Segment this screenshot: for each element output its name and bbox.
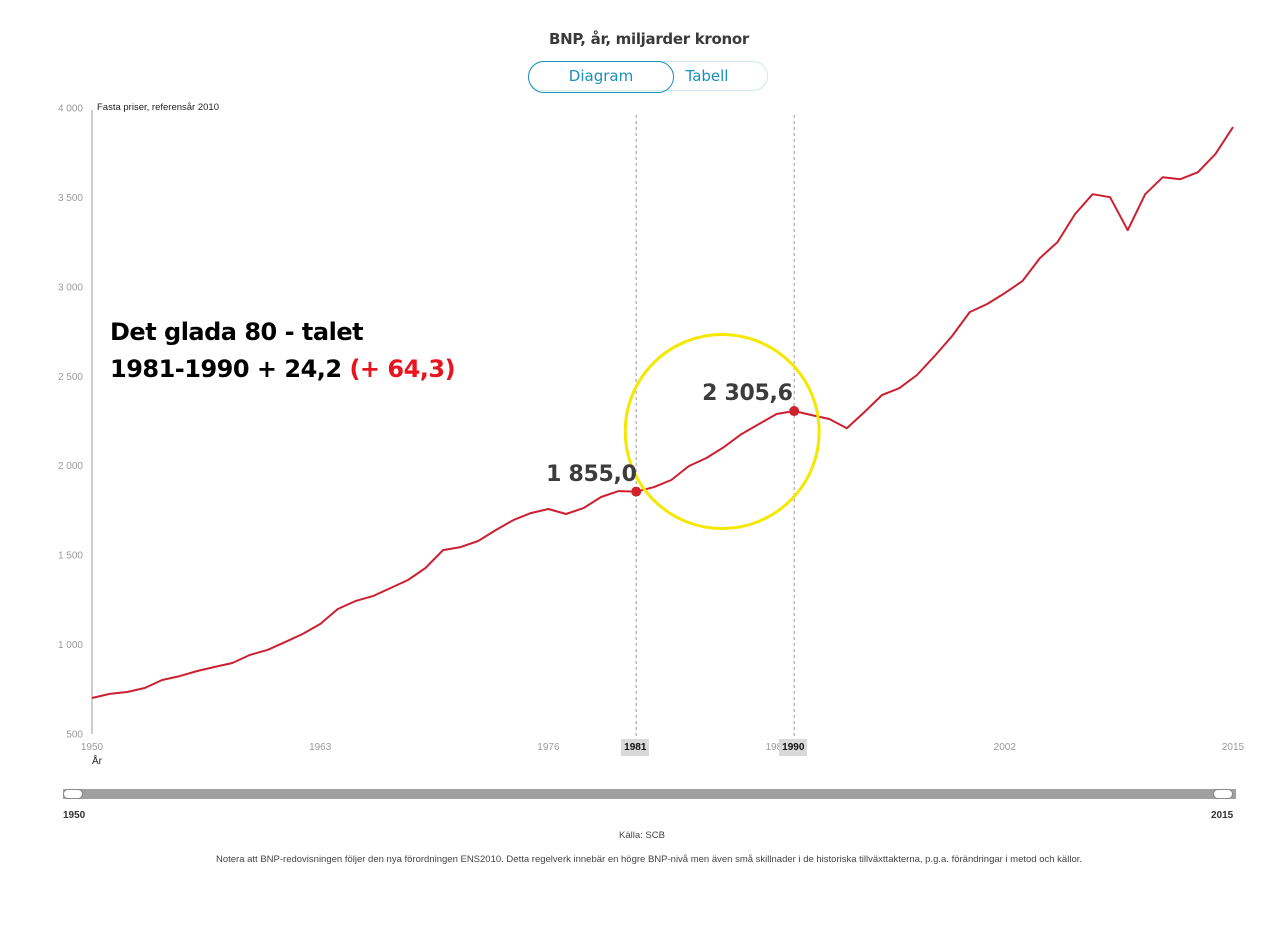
- marker-year-badge-1981: 1981: [621, 739, 650, 756]
- data-point-marker[interactable]: [631, 486, 642, 497]
- y-axis-title: Fasta priser, referensår 2010: [97, 102, 219, 113]
- x-axis: 1950 1963 1976 1989 2002 2015: [81, 742, 1245, 753]
- y-axis: 500 1 000 1 500 2 000 2 500 3 000 3 500 4 000: [58, 104, 93, 741]
- x-tick-label: 2002: [994, 742, 1017, 753]
- annotation-change-percent: (+ 64,3): [349, 355, 456, 383]
- tab-diagram[interactable]: Diagram: [528, 61, 674, 93]
- view-toggle: Diagram Tabell: [528, 61, 768, 93]
- slider-start-label: 1950: [63, 810, 86, 821]
- marker-value-label-1981: 1 855,0: [546, 461, 637, 487]
- annotation-text: Det glada 80 - talet 1981-1990 + 24,2 (+…: [110, 314, 456, 388]
- marker-value-label-1990: 2 305,6: [702, 381, 793, 407]
- y-tick-label: 1 500: [58, 551, 83, 562]
- data-point-marker[interactable]: [789, 406, 800, 417]
- year-range-slider[interactable]: [63, 789, 1236, 799]
- y-tick-label: 2 000: [58, 461, 83, 472]
- highlight-circle: [623, 333, 821, 531]
- y-tick-label: 3 000: [58, 282, 83, 293]
- x-tick-label: 1950: [81, 742, 104, 753]
- x-tick-label: 1976: [537, 742, 560, 753]
- series-line-bnp: [91, 126, 1234, 699]
- y-tick-label: 1 000: [58, 640, 83, 651]
- x-tick-label: 1989: [765, 742, 788, 753]
- y-tick-label: 3 500: [58, 193, 83, 204]
- annotation-change: 1981-1990 + 24,2: [110, 355, 342, 383]
- source-text: Källa: SCB: [619, 830, 665, 841]
- y-tick-label: 500: [66, 730, 83, 741]
- x-tick-label: 1963: [309, 742, 332, 753]
- data-markers: [631, 406, 800, 497]
- annotation-line1: Det glada 80 - talet: [110, 318, 364, 346]
- annotation-line2: 1981-1990 + 24,2 (+ 64,3): [110, 351, 456, 388]
- x-axis-title: År: [92, 756, 102, 767]
- marker-guides: [635, 115, 795, 736]
- chart-title: BNP, år, miljarder kronor: [548, 30, 750, 48]
- slider-end-label: 2015: [1211, 810, 1234, 821]
- x-tick-label: 2015: [1222, 742, 1245, 753]
- y-tick-label: 2 500: [58, 372, 83, 383]
- slider-end-handle[interactable]: [1213, 789, 1233, 799]
- slider-start-handle[interactable]: [63, 789, 83, 799]
- tab-tabell[interactable]: Tabell: [685, 67, 729, 85]
- y-tick-label: 4 000: [58, 104, 83, 115]
- marker-year-badge-1990: 1990: [779, 739, 808, 756]
- footnote-text: Notera att BNP-redovisningen följer den …: [215, 854, 1083, 865]
